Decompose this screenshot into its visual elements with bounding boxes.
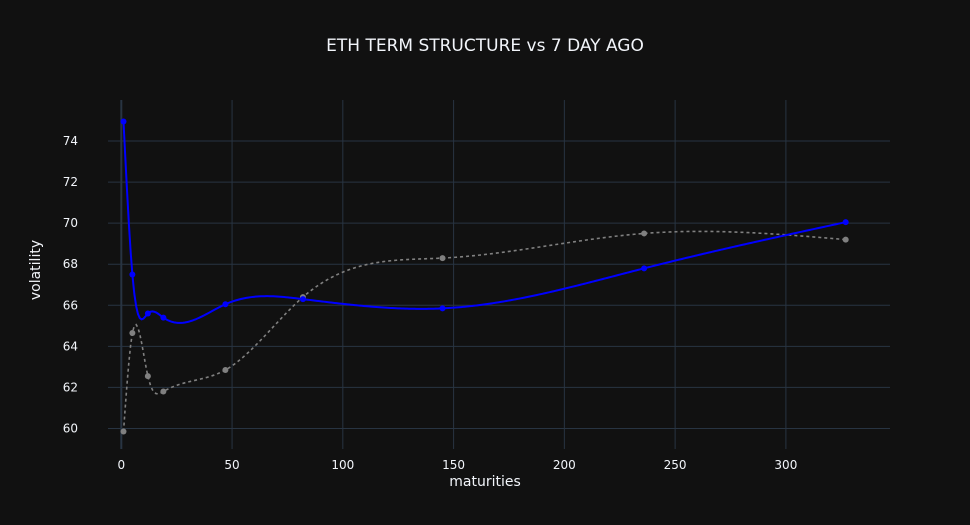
x-tick-label: 0 xyxy=(117,458,125,472)
y-tick-label: 68 xyxy=(63,257,78,271)
y-tick-label: 74 xyxy=(63,134,78,148)
y-tick-label: 62 xyxy=(63,380,78,394)
x-axis-title: maturities xyxy=(449,474,521,490)
chart-title: ETH TERM STRUCTURE vs 7 DAY AGO xyxy=(326,36,644,56)
data-point-7-day-ago[interactable] xyxy=(439,255,446,262)
data-point-7-day-ago[interactable] xyxy=(641,230,648,237)
series-line-7-day-ago xyxy=(122,230,846,432)
data-point-current[interactable] xyxy=(439,305,446,312)
y-tick-label: 70 xyxy=(63,216,78,230)
data-point-7-day-ago[interactable] xyxy=(222,366,229,373)
x-tick-label: 300 xyxy=(774,458,797,472)
data-point-current[interactable] xyxy=(120,118,127,125)
x-tick-label: 100 xyxy=(331,458,354,472)
tick-labels: 0 50 100 150 200 250 300 60 62 64 66 68 70 72 74 xyxy=(63,134,798,472)
data-point-7-day-ago[interactable] xyxy=(120,428,127,435)
x-tick-label: 250 xyxy=(664,458,687,472)
x-tick-label: 50 xyxy=(224,458,239,472)
data-point-current[interactable] xyxy=(641,265,648,272)
y-axis-title: volatility xyxy=(28,240,44,300)
data-point-7-day-ago[interactable] xyxy=(144,373,151,380)
series-line-current xyxy=(122,121,846,324)
data-point-current[interactable] xyxy=(144,310,151,317)
data-point-7-day-ago[interactable] xyxy=(160,388,167,395)
series-layer xyxy=(120,118,849,435)
data-point-7-day-ago[interactable] xyxy=(129,330,136,337)
data-point-current[interactable] xyxy=(160,314,167,321)
y-tick-label: 64 xyxy=(63,339,78,353)
x-tick-label: 150 xyxy=(442,458,465,472)
data-point-current[interactable] xyxy=(299,296,306,303)
gridlines xyxy=(108,100,890,449)
y-tick-label: 60 xyxy=(63,421,78,435)
data-point-current[interactable] xyxy=(129,271,136,278)
data-point-current[interactable] xyxy=(222,301,229,308)
x-tick-label: 200 xyxy=(553,458,576,472)
data-point-current[interactable] xyxy=(842,219,849,226)
data-point-7-day-ago[interactable] xyxy=(842,236,849,243)
y-tick-label: 72 xyxy=(63,175,78,189)
y-tick-label: 66 xyxy=(63,298,78,312)
